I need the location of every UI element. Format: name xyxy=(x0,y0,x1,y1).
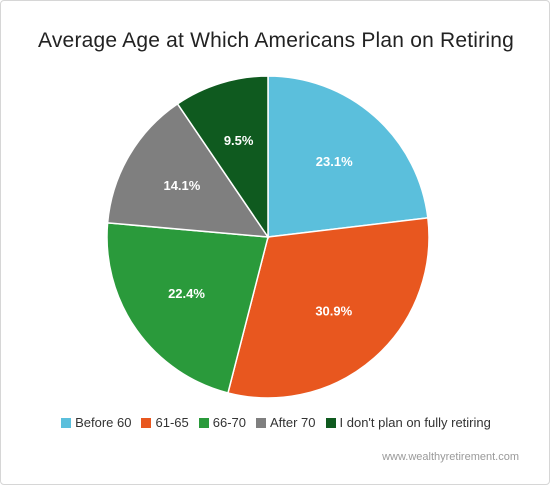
legend-swatch xyxy=(255,417,266,428)
pie-slices xyxy=(106,75,430,399)
pie-slice-66-70 xyxy=(106,222,269,394)
legend: Before 60 61-65 66-70 After 70 I don't plan … xyxy=(1,415,549,430)
legend-swatch xyxy=(141,417,152,428)
chart-title: Average Age at Which Americans Plan on R… xyxy=(38,29,514,52)
pie-slice-61-65 xyxy=(227,216,430,399)
legend-label: 61-65 xyxy=(155,415,189,430)
pie-data-labels: 23.1% 30.9% 22.4% 14.1% 9.5% xyxy=(163,133,353,318)
legend-item-i-don-t-plan-on-fully-retiring: I don't plan on fully retiring xyxy=(325,415,491,430)
legend-item-before-60: Before 60 xyxy=(61,415,131,430)
pie-slice-before-60 xyxy=(267,75,429,238)
data-label-61-65: 30.9% xyxy=(315,304,352,319)
legend-swatch xyxy=(198,417,209,428)
legend-label: Before 60 xyxy=(75,415,132,430)
data-label-after-70: 14.1% xyxy=(163,178,200,193)
legend-swatch xyxy=(325,417,336,428)
legend-label: After 70 xyxy=(269,415,316,430)
data-label-66-70: 22.4% xyxy=(168,286,205,301)
data-label-before-60: 23.1% xyxy=(316,154,353,169)
data-label-i-don-t-plan-on-fully-retiring: 9.5% xyxy=(224,133,254,148)
legend-item-after-70: After 70 xyxy=(255,415,316,430)
pie-slice-i-don-t-plan-on-fully-retiring xyxy=(176,75,269,240)
legend-item-61-65: 61-65 xyxy=(141,415,189,430)
legend-item-66-70: 66-70 xyxy=(198,415,246,430)
legend-swatch xyxy=(61,417,72,428)
legend-label: 66-70 xyxy=(212,415,246,430)
legend-label: I don't plan on fully retiring xyxy=(339,415,491,430)
pie-slice-after-70 xyxy=(106,102,270,238)
source-credit: www.wealthyretirement.com xyxy=(382,451,519,463)
